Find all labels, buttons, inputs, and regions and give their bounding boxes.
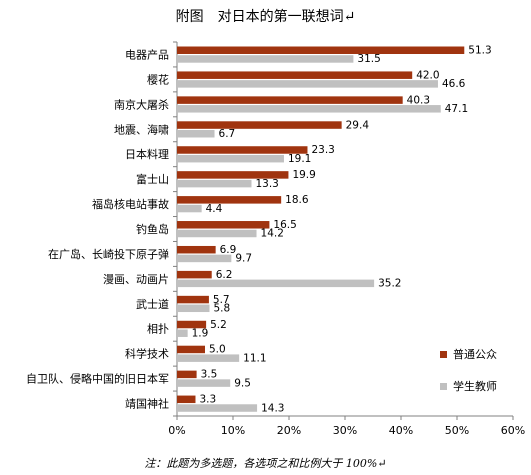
bar-public [177,221,270,229]
value-label-students: 11.1 [243,352,266,364]
value-label-students: 4.4 [206,203,223,215]
category-label: 地震、海啸 [114,122,169,136]
legend-item-public: 普通公众 [440,346,497,362]
value-label-public: 6.9 [220,244,237,256]
value-label-students: 14.3 [261,402,284,414]
category-label: 南京大屠杀 [114,97,169,111]
bar-public [177,96,403,104]
bar-students [177,55,354,63]
category-label: 相扑 [147,322,169,336]
value-label-students: 31.5 [357,53,380,65]
bar-public [177,171,289,179]
category-label: 樱花 [147,73,169,86]
bar-public [177,345,205,354]
value-label-public: 3.5 [201,369,218,381]
value-label-public: 16.5 [273,219,296,231]
bar-students [177,204,202,213]
bar-public [177,196,282,204]
value-label-public: 6.2 [216,269,233,281]
legend-label-public: 普通公众 [453,348,497,361]
x-tick-label: 60% [501,424,525,437]
bar-students [177,329,188,337]
value-label-public: 18.6 [285,194,309,206]
chart-legend: 普通公众 学生教师 [440,346,497,410]
value-label-public: 51.3 [468,45,491,57]
x-tick-label: 50% [445,424,469,437]
value-label-public: 23.3 [311,144,334,156]
category-label: 日本料理 [125,147,169,161]
bar-students [177,154,284,163]
category-label: 在广岛、长崎投下原子弹 [48,247,169,261]
value-label-students: 46.6 [442,78,466,90]
legend-swatch-public [440,350,447,358]
value-label-public: 42.0 [416,69,439,81]
bar-students [177,130,215,138]
category-label: 富士山 [136,172,169,186]
category-label: 钓鱼岛 [136,222,169,236]
legend-item-students: 学生教师 [440,378,497,394]
legend-swatch-students [440,382,447,390]
chart-title: 附图 对日本的第一联想词↵ [175,9,356,25]
category-label: 电器产品 [125,47,169,61]
value-label-public: 5.2 [210,319,227,331]
bar-public [177,146,308,154]
value-label-public: 5.7 [213,294,230,306]
value-label-students: 5.8 [213,303,230,315]
bar-public [177,71,413,79]
value-label-public: 3.3 [199,394,216,406]
value-label-public: 19.9 [292,169,315,181]
value-label-students: 47.1 [445,103,468,115]
value-label-students: 9.5 [234,377,251,389]
category-label: 武士道 [136,297,169,311]
value-label-public: 29.4 [346,119,370,131]
bar-public [177,121,342,129]
value-label-students: 14.2 [261,228,284,240]
value-label-public: 5.0 [209,344,226,356]
bar-public [177,295,209,304]
category-label: 自卫队、侵略中国的旧日本军 [26,372,169,386]
category-label: 漫画、动画片 [103,272,169,286]
value-label-students: 19.1 [288,153,311,165]
value-label-students: 13.3 [255,178,278,190]
bar-students [177,80,438,88]
chart-note: 注：此题为多选题，各选项之和比例大于 100%↵ [144,457,387,470]
bar-public [177,270,212,279]
category-label: 福岛核电站事故 [92,197,169,211]
x-tick-label: 0% [168,424,185,437]
bar-public [177,245,216,254]
bar-students [177,179,252,188]
value-label-students: 9.7 [235,253,252,265]
bar-students [177,404,258,412]
bar-students [177,279,375,288]
x-tick-label: 30% [333,424,357,437]
bar-public [177,370,197,379]
category-label: 靖国神社 [125,397,169,411]
bar-public [177,320,207,329]
x-tick-label: 20% [277,424,301,437]
bar-public [177,395,196,404]
bar-students [177,229,257,238]
value-label-students: 1.9 [192,327,209,339]
bar-students [177,254,232,263]
value-label-students: 35.2 [378,278,401,290]
bar-public [177,46,465,54]
bar-students [177,379,231,387]
legend-label-students: 学生教师 [453,380,497,393]
bar-students [177,354,240,362]
x-tick-label: 10% [221,424,245,437]
x-tick-label: 40% [389,424,413,437]
value-label-public: 40.3 [407,94,430,106]
bar-students [177,304,210,313]
category-label: 科学技术 [125,347,169,361]
bar-students [177,105,441,113]
value-label-students: 6.7 [219,128,236,140]
